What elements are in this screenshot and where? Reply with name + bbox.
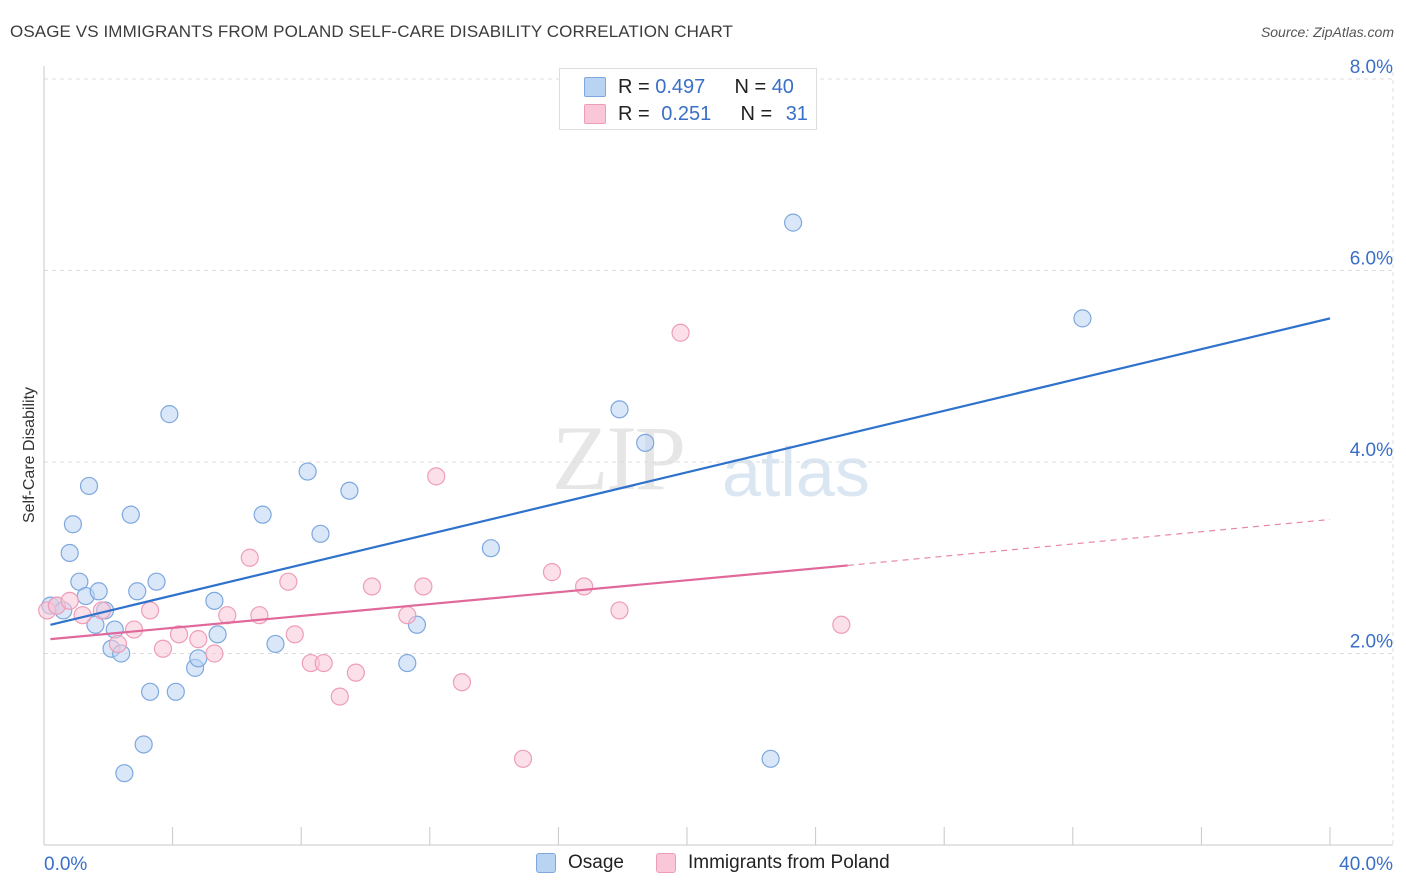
- osage-point: [340, 481, 359, 500]
- n-value-poland: 31: [785, 102, 808, 125]
- legend-label-osage: Osage: [568, 852, 624, 873]
- poland-point: [285, 625, 304, 644]
- osage-point: [79, 476, 99, 496]
- osage-point: [147, 572, 166, 591]
- poland-point: [398, 606, 417, 625]
- legend-item-osage: Osage: [536, 852, 624, 874]
- poland-point: [427, 467, 446, 486]
- poland-point: [414, 577, 433, 596]
- tick-label-layer: 2.0% 4.0% 6.0% 8.0% 0.0% 40.0%: [44, 57, 1393, 875]
- watermark-zip: ZIP: [552, 407, 686, 509]
- osage-point: [610, 400, 629, 419]
- poland-legend-swatch: [656, 853, 676, 873]
- poland-point: [169, 625, 189, 644]
- osage-point: [160, 405, 179, 424]
- poland-point: [346, 663, 365, 682]
- y-tick-label: 6.0%: [1350, 249, 1393, 270]
- osage-legend-swatch: [536, 853, 556, 873]
- osage-point: [128, 582, 147, 601]
- osage-point: [134, 735, 153, 754]
- osage-point: [166, 682, 185, 701]
- poland-point: [240, 548, 259, 567]
- axis-layer: [43, 66, 1393, 846]
- poland-point: [279, 572, 298, 591]
- y-tick-label: 8.0%: [1350, 57, 1393, 78]
- poland-point: [140, 601, 160, 620]
- r-value-poland: 0.251: [661, 102, 712, 125]
- osage-point: [398, 653, 417, 673]
- n-label: N =: [734, 75, 772, 98]
- x-tick-label: 0.0%: [44, 854, 87, 875]
- trend-layer: [50, 317, 1331, 641]
- y-tick-label: 2.0%: [1350, 632, 1393, 653]
- points-layer: [38, 213, 1092, 783]
- chart-title: OSAGE VS IMMIGRANTS FROM POLAND SELF-CAR…: [10, 22, 734, 41]
- osage-point: [636, 433, 655, 452]
- poland-trend-extension: [847, 518, 1331, 567]
- r-label: R =: [618, 102, 656, 125]
- poland-point: [671, 323, 690, 342]
- osage-point: [253, 505, 272, 524]
- poland-swatch: [584, 104, 606, 124]
- n-label: N =: [740, 102, 778, 125]
- osage-point: [208, 625, 227, 644]
- poland-point: [362, 577, 382, 596]
- osage-point: [60, 543, 79, 563]
- poland-point: [314, 653, 333, 673]
- poland-point: [60, 591, 79, 610]
- osage-point: [115, 764, 134, 783]
- osage-point: [189, 649, 208, 668]
- poland-point: [108, 634, 128, 654]
- osage-point: [761, 749, 780, 768]
- legend-label-poland: Immigrants from Poland: [688, 852, 890, 873]
- osage-point: [205, 591, 224, 610]
- poland-point: [330, 687, 349, 706]
- poland-point: [124, 620, 144, 639]
- osage-point: [266, 634, 285, 654]
- osage-point: [783, 213, 803, 232]
- poland-point: [610, 601, 629, 620]
- poland-point: [189, 630, 208, 649]
- poland-point: [542, 563, 562, 582]
- source-credit: Source: ZipAtlas.com: [1260, 24, 1394, 40]
- poland-trend-line: [50, 564, 848, 641]
- osage-point: [121, 505, 140, 524]
- y-tick-label: 4.0%: [1350, 440, 1393, 461]
- x-tick-label: 40.0%: [1339, 854, 1393, 875]
- osage-point: [481, 539, 500, 558]
- poland-point: [832, 615, 851, 634]
- grid-layer: [44, 72, 1394, 845]
- poland-point: [513, 749, 533, 768]
- osage-point: [140, 682, 160, 701]
- n-value-osage: 40: [771, 75, 794, 98]
- poland-point: [452, 673, 472, 692]
- r-label: R =: [618, 75, 656, 98]
- poland-point: [575, 577, 594, 596]
- osage-point: [63, 515, 83, 534]
- osage-point: [298, 462, 317, 481]
- r-value-osage: 0.497: [655, 75, 706, 98]
- legend-item-poland: Immigrants from Poland: [656, 852, 890, 874]
- poland-point: [205, 644, 224, 663]
- osage-point: [1073, 309, 1092, 328]
- osage-point: [89, 582, 108, 601]
- stats-legend: R = 0.497 N = 40 R = 0.251 N = 31: [559, 68, 817, 130]
- osage-trend-line: [50, 317, 1331, 626]
- poland-point: [153, 639, 173, 658]
- osage-point: [311, 524, 330, 543]
- osage-swatch: [584, 77, 606, 97]
